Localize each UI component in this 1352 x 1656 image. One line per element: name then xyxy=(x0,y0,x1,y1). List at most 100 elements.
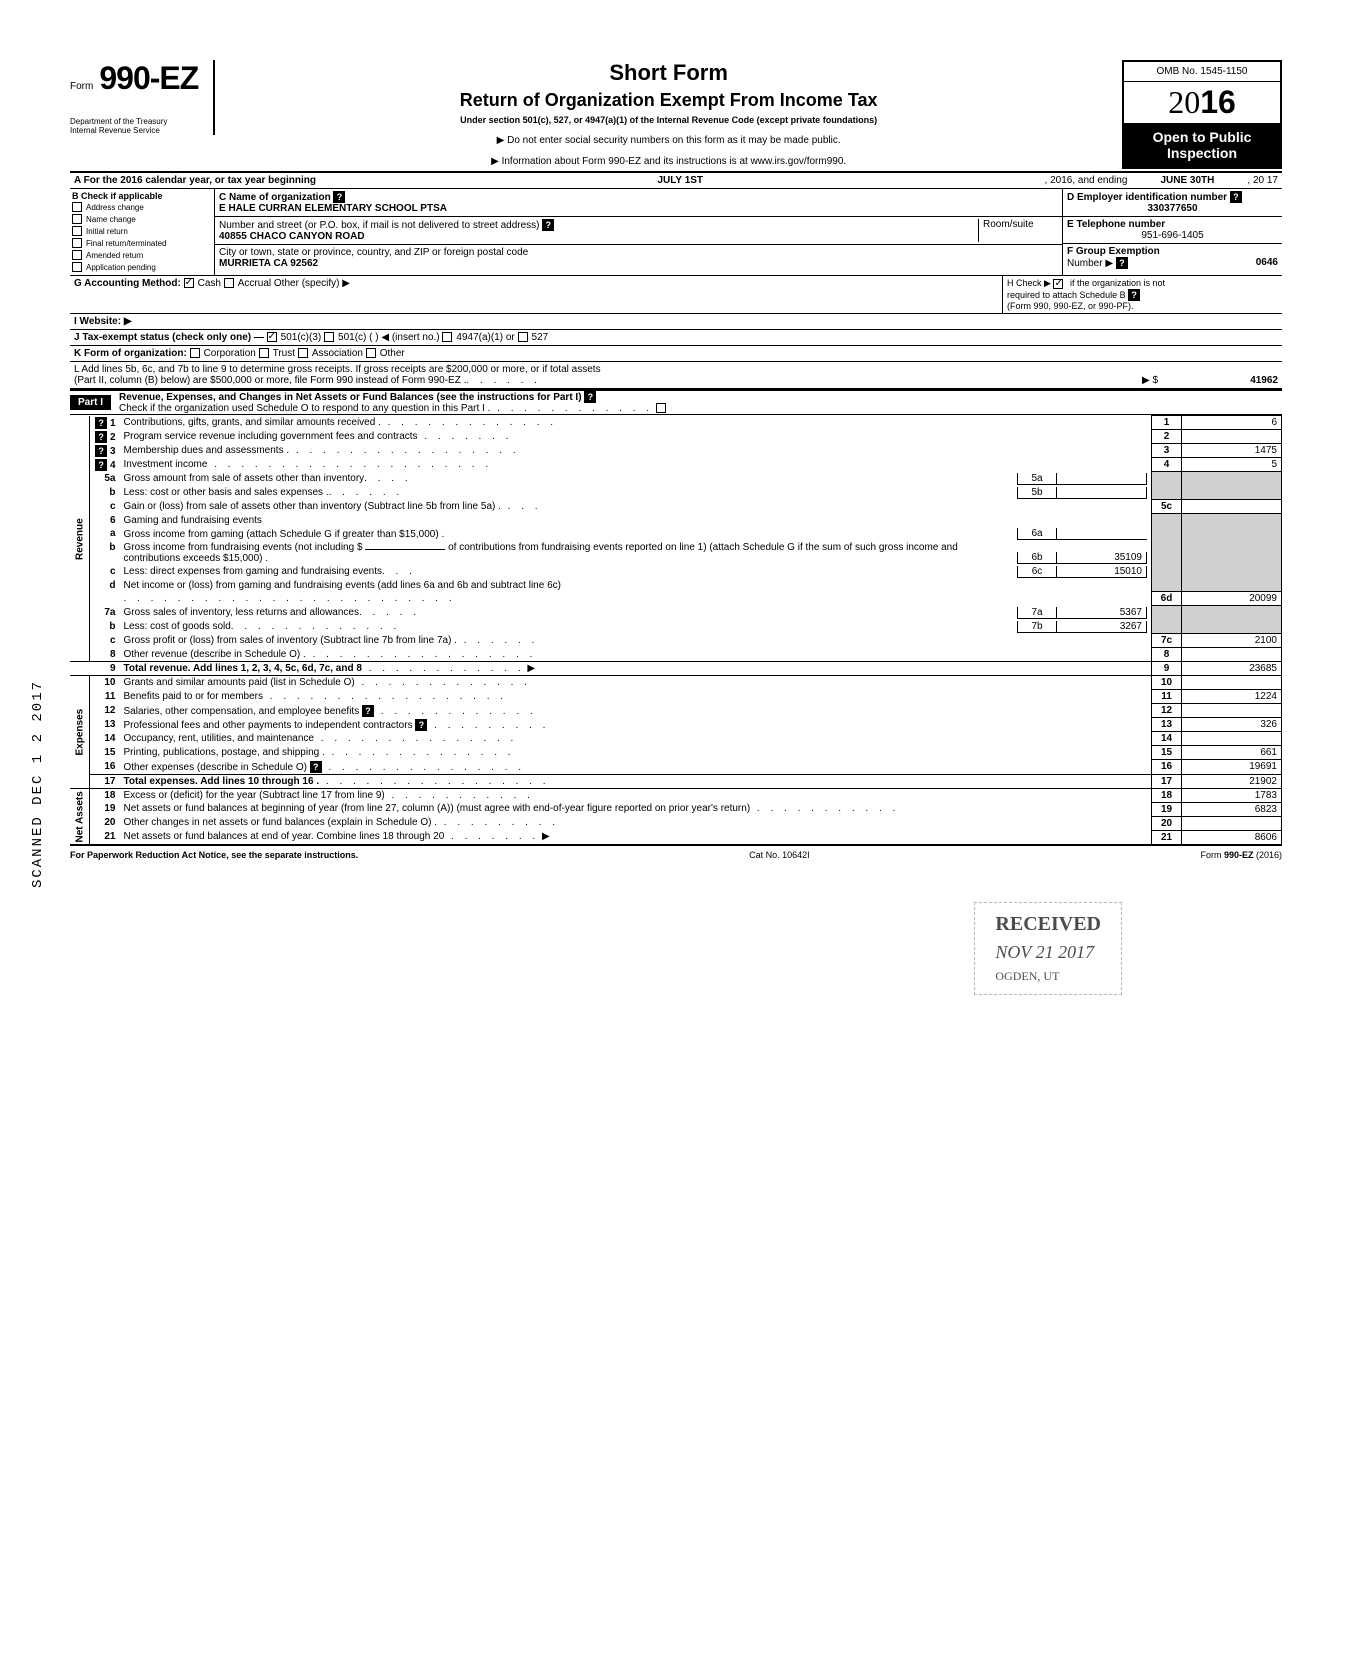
help-icon[interactable]: ? xyxy=(95,459,107,471)
city-state-zip: MURRIETA CA 92562 xyxy=(219,258,318,269)
l-text2: (Part II, column (B) below) are $500,000… xyxy=(74,375,466,386)
check-schedule-o[interactable] xyxy=(656,403,666,413)
help-icon[interactable]: ? xyxy=(1116,257,1128,269)
instruction-info: ▶ Information about Form 990-EZ and its … xyxy=(225,156,1112,167)
help-icon[interactable]: ? xyxy=(542,219,554,231)
line-10-value xyxy=(1182,676,1282,690)
check-assoc[interactable] xyxy=(298,348,308,358)
line-17-value: 21902 xyxy=(1182,774,1282,788)
form-number: 990-EZ xyxy=(99,60,198,97)
street-address: 40855 CHACO CANYON ROAD xyxy=(219,231,365,242)
dept-treasury: Department of the Treasury xyxy=(70,117,198,126)
check-initial-return[interactable]: Initial return xyxy=(72,225,212,237)
check-501c3[interactable] xyxy=(267,332,277,342)
help-icon[interactable]: ? xyxy=(310,761,322,773)
k-label: K Form of organization: xyxy=(74,348,187,359)
check-amended[interactable]: Amended return xyxy=(72,249,212,261)
help-icon[interactable]: ? xyxy=(95,417,107,429)
city-label: City or town, state or province, country… xyxy=(219,247,528,258)
net-assets-side-label: Net Assets xyxy=(70,788,90,845)
line-18-value: 1783 xyxy=(1182,788,1282,802)
check-pending[interactable]: Application pending xyxy=(72,261,212,273)
footer-left: For Paperwork Reduction Act Notice, see … xyxy=(70,850,358,860)
room-suite-label: Room/suite xyxy=(978,219,1058,242)
line-7a-value: 5367 xyxy=(1057,607,1147,619)
l-value: 41962 xyxy=(1158,375,1278,386)
check-schedule-b[interactable] xyxy=(1053,279,1063,289)
part1-label: Part I xyxy=(70,395,111,410)
help-icon[interactable]: ? xyxy=(1230,191,1242,203)
section-b-label: B Check if applicable xyxy=(72,191,212,201)
received-stamp: RECEIVED NOV 21 2017 OGDEN, UT xyxy=(974,902,1122,995)
line-6d-value: 20099 xyxy=(1182,592,1282,606)
phone: 951-696-1405 xyxy=(1067,230,1278,241)
check-4947[interactable] xyxy=(442,332,452,342)
line-7c-value: 2100 xyxy=(1182,634,1282,648)
check-final-return[interactable]: Final return/terminated xyxy=(72,237,212,249)
line-15-value: 661 xyxy=(1182,746,1282,760)
line-1-value: 6 xyxy=(1182,416,1282,430)
check-cash[interactable] xyxy=(184,278,194,288)
check-trust[interactable] xyxy=(259,348,269,358)
line-5a-value xyxy=(1057,473,1147,485)
line-16-value: 19691 xyxy=(1182,760,1282,775)
dept-irs: Internal Revenue Service xyxy=(70,126,198,135)
g-label: G Accounting Method: xyxy=(74,278,181,289)
street-label: Number and street (or P.O. box, if mail … xyxy=(219,220,540,231)
line-21-value: 8606 xyxy=(1182,830,1282,845)
line-9-value: 23685 xyxy=(1182,662,1282,676)
footer-right: Form 990-EZ (2016) xyxy=(1200,850,1282,860)
short-form-title: Short Form xyxy=(225,60,1112,86)
ein: 330377650 xyxy=(1067,203,1278,214)
line-8-value xyxy=(1182,648,1282,662)
line-19-value: 6823 xyxy=(1182,802,1282,816)
line-20-value xyxy=(1182,816,1282,830)
subtitle: Under section 501(c), 527, or 4947(a)(1)… xyxy=(225,115,1112,125)
check-501c[interactable] xyxy=(324,332,334,342)
check-address-change[interactable]: Address change xyxy=(72,201,212,213)
part1-check: Check if the organization used Schedule … xyxy=(119,403,490,414)
line-7b-value: 3267 xyxy=(1057,621,1147,633)
check-accrual[interactable] xyxy=(224,278,234,288)
line-4-value: 5 xyxy=(1182,458,1282,472)
help-icon[interactable]: ? xyxy=(333,191,345,203)
line-13-value: 326 xyxy=(1182,718,1282,732)
help-icon[interactable]: ? xyxy=(415,719,427,731)
f-label: F Group Exemption xyxy=(1067,246,1160,257)
row-a-tax-year: A For the 2016 calendar year, or tax yea… xyxy=(70,171,1282,189)
help-icon[interactable]: ? xyxy=(362,705,374,717)
j-label: J Tax-exempt status (check only one) — xyxy=(74,332,264,343)
part1-title: Revenue, Expenses, and Changes in Net As… xyxy=(119,392,582,403)
line-6b-value: 35109 xyxy=(1057,552,1147,564)
line-6a-value xyxy=(1057,539,1147,540)
help-icon[interactable]: ? xyxy=(584,391,596,403)
line-5c-value xyxy=(1182,500,1282,514)
line-14-value xyxy=(1182,732,1282,746)
line-3-value: 1475 xyxy=(1182,444,1282,458)
return-title: Return of Organization Exempt From Incom… xyxy=(225,90,1112,111)
check-527[interactable] xyxy=(518,332,528,342)
l-text1: L Add lines 5b, 6c, and 7b to line 9 to … xyxy=(74,364,1278,375)
i-label: I Website: ▶ xyxy=(74,316,132,327)
footer-mid: Cat No. 10642I xyxy=(749,850,810,860)
help-icon[interactable]: ? xyxy=(1128,289,1140,301)
check-name-change[interactable]: Name change xyxy=(72,213,212,225)
e-label: E Telephone number xyxy=(1067,219,1165,230)
line-12-value xyxy=(1182,704,1282,718)
group-exemption: 0646 xyxy=(1256,257,1278,268)
section-h: H Check ▶ if the organization is not req… xyxy=(1002,276,1282,313)
org-name: E HALE CURRAN ELEMENTARY SCHOOL PTSA xyxy=(219,203,447,214)
help-icon[interactable]: ? xyxy=(95,431,107,443)
c-label: C Name of organization xyxy=(219,192,331,203)
revenue-side-label: Revenue xyxy=(70,416,90,662)
check-corp[interactable] xyxy=(190,348,200,358)
line-2-value xyxy=(1182,430,1282,444)
omb-number: OMB No. 1545-1150 xyxy=(1124,62,1280,82)
open-public-badge: Open to Public Inspection xyxy=(1124,123,1280,167)
expenses-side-label: Expenses xyxy=(70,676,90,789)
line-11-value: 1224 xyxy=(1182,690,1282,704)
help-icon[interactable]: ? xyxy=(95,445,107,457)
line-6c-value: 15010 xyxy=(1057,566,1147,578)
check-other-org[interactable] xyxy=(366,348,376,358)
tax-year: 2016 xyxy=(1124,82,1280,123)
